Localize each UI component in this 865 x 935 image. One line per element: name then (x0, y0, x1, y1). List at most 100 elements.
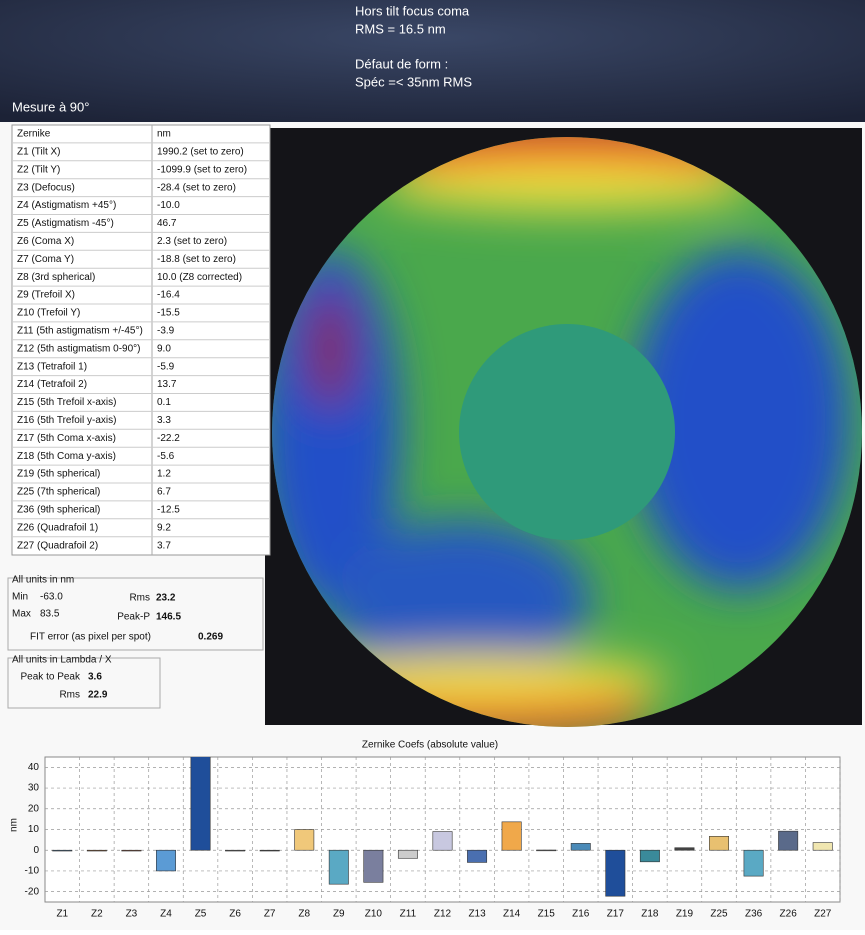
cell-label: Z27 (Quadrafoil 2) (17, 540, 98, 551)
cell-value: 9.2 (157, 522, 171, 533)
bar (432, 831, 453, 851)
cell-label: Z17 (5th Coma x-axis) (17, 433, 116, 444)
y-tick-label: 0 (33, 845, 39, 856)
bar (156, 849, 176, 872)
bar (467, 849, 488, 863)
x-tick-label: Z36 (745, 909, 763, 920)
y-tick-label: -10 (25, 866, 40, 877)
cell-label: Z9 (Trefoil X) (17, 290, 75, 301)
cell-value: 9.0 (157, 343, 171, 354)
cell-value: -3.9 (157, 325, 175, 336)
y-tick-label: 10 (28, 824, 40, 835)
label: Rms (59, 690, 80, 701)
cell-label: Z8 (3rd spherical) (17, 272, 95, 283)
bar (778, 830, 799, 851)
x-tick-label: Z14 (503, 909, 521, 920)
cell-value: -1099.9 (set to zero) (157, 164, 247, 175)
x-tick-label: Z19 (676, 909, 694, 920)
bars (52, 757, 833, 897)
x-tick-label: Z13 (468, 909, 486, 920)
x-tick-label: Z10 (365, 909, 383, 920)
cell-value: 3.3 (157, 415, 171, 426)
stats-title: All units in nm (12, 575, 74, 586)
cell-value: -10.0 (157, 200, 180, 211)
lambda-box: All units in Lambda / X Peak to Peak 3.6… (7, 655, 161, 709)
cell-value: 13.7 (157, 379, 177, 390)
cell-label: Z15 (5th Trefoil x-axis) (17, 397, 116, 408)
x-tick-label: Z11 (400, 909, 417, 920)
cell-label: Z16 (5th Trefoil y-axis) (17, 415, 116, 426)
cell-label: Z14 (Tetrafoil 2) (17, 379, 87, 390)
cell-label: Z6 (Coma X) (17, 236, 74, 247)
bar (536, 849, 557, 852)
x-tick-label: Z7 (264, 909, 276, 920)
bar (294, 829, 315, 851)
note-line: RMS = 16.5 nm (355, 21, 446, 36)
x-tick-label: Z16 (572, 909, 590, 920)
cell-value: -28.4 (set to zero) (157, 182, 236, 193)
x-tick-label: Z4 (160, 909, 172, 920)
cell-value: 3.7 (157, 540, 171, 551)
cell-label: Z11 (5th astigmatism +/-45°) (17, 325, 143, 336)
cell-value: -22.2 (157, 433, 180, 444)
bar (501, 821, 522, 851)
cell-label: Z4 (Astigmatism +45°) (17, 200, 116, 211)
note-line: Hors tilt focus coma (355, 3, 470, 18)
cell-label: Z13 (Tetrafoil 1) (17, 361, 87, 372)
x-tick-label: Z12 (434, 909, 452, 920)
cell-label: Z3 (Defocus) (17, 182, 75, 193)
label: Peak-P (117, 612, 150, 623)
bar (570, 843, 591, 851)
x-tick-label: Z25 (710, 909, 728, 920)
x-tick-label: Z27 (814, 909, 832, 920)
bar (86, 849, 107, 852)
x-tick-label: Z17 (607, 909, 625, 920)
cell-label: Z18 (5th Coma y-axis) (17, 451, 116, 462)
x-tick-label: Z8 (298, 909, 310, 920)
cell-label: Z7 (Coma Y) (17, 254, 74, 265)
value: 22.9 (88, 690, 108, 701)
x-tick-label: Z5 (195, 909, 207, 920)
x-tick-label: Z9 (333, 909, 345, 920)
cell-label: Z12 (5th astigmatism 0-90°) (17, 343, 141, 354)
bar-chart: Zernike Coefs (absolute value) nm -20 -10… (9, 740, 841, 920)
value: -63.0 (40, 592, 63, 603)
x-tick-label: Z6 (229, 909, 241, 920)
value: 83.5 (40, 609, 60, 620)
bar (397, 849, 418, 859)
cell-value: -5.9 (157, 361, 175, 372)
cell-label: Z1 (Tilt X) (17, 146, 61, 157)
cell-label: Z36 (9th spherical) (17, 504, 100, 515)
cell-value: -5.6 (157, 451, 175, 462)
bar (259, 849, 280, 852)
bar (674, 847, 695, 851)
cell-label: Z2 (Tilt Y) (17, 164, 60, 175)
bar (812, 842, 833, 851)
bar (605, 849, 626, 897)
bar (709, 836, 730, 851)
y-tick-label: 30 (28, 783, 40, 794)
x-tick-label: Z26 (780, 909, 798, 920)
stats-box: All units in nm Min -63.0 Max 83.5 Rms 2… (7, 575, 264, 651)
cell-value: 0.1 (157, 397, 171, 408)
cell-value: 10.0 (Z8 corrected) (157, 272, 242, 283)
cell-value: -12.5 (157, 504, 180, 515)
cell-label: Z25 (7th spherical) (17, 487, 100, 498)
cell-value: 1.2 (157, 469, 171, 480)
bar (363, 849, 384, 883)
cell-label: Z19 (5th spherical) (17, 469, 100, 480)
y-tick-label: 20 (28, 803, 40, 814)
cell-value: -16.4 (157, 290, 180, 301)
heat-map (265, 128, 862, 727)
note-line: Spéc =< 35nm RMS (355, 74, 472, 89)
cell-value: 1990.2 (set to zero) (157, 146, 244, 157)
value: 146.5 (156, 612, 181, 623)
x-tick-label: Z3 (126, 909, 138, 920)
bar (121, 849, 142, 852)
view-label: Mesure à 90° (12, 99, 89, 114)
value: 3.6 (88, 672, 102, 683)
note-line: Défaut de form : (355, 56, 448, 71)
cell-value: 46.7 (157, 218, 177, 229)
label: Rms (129, 593, 150, 604)
